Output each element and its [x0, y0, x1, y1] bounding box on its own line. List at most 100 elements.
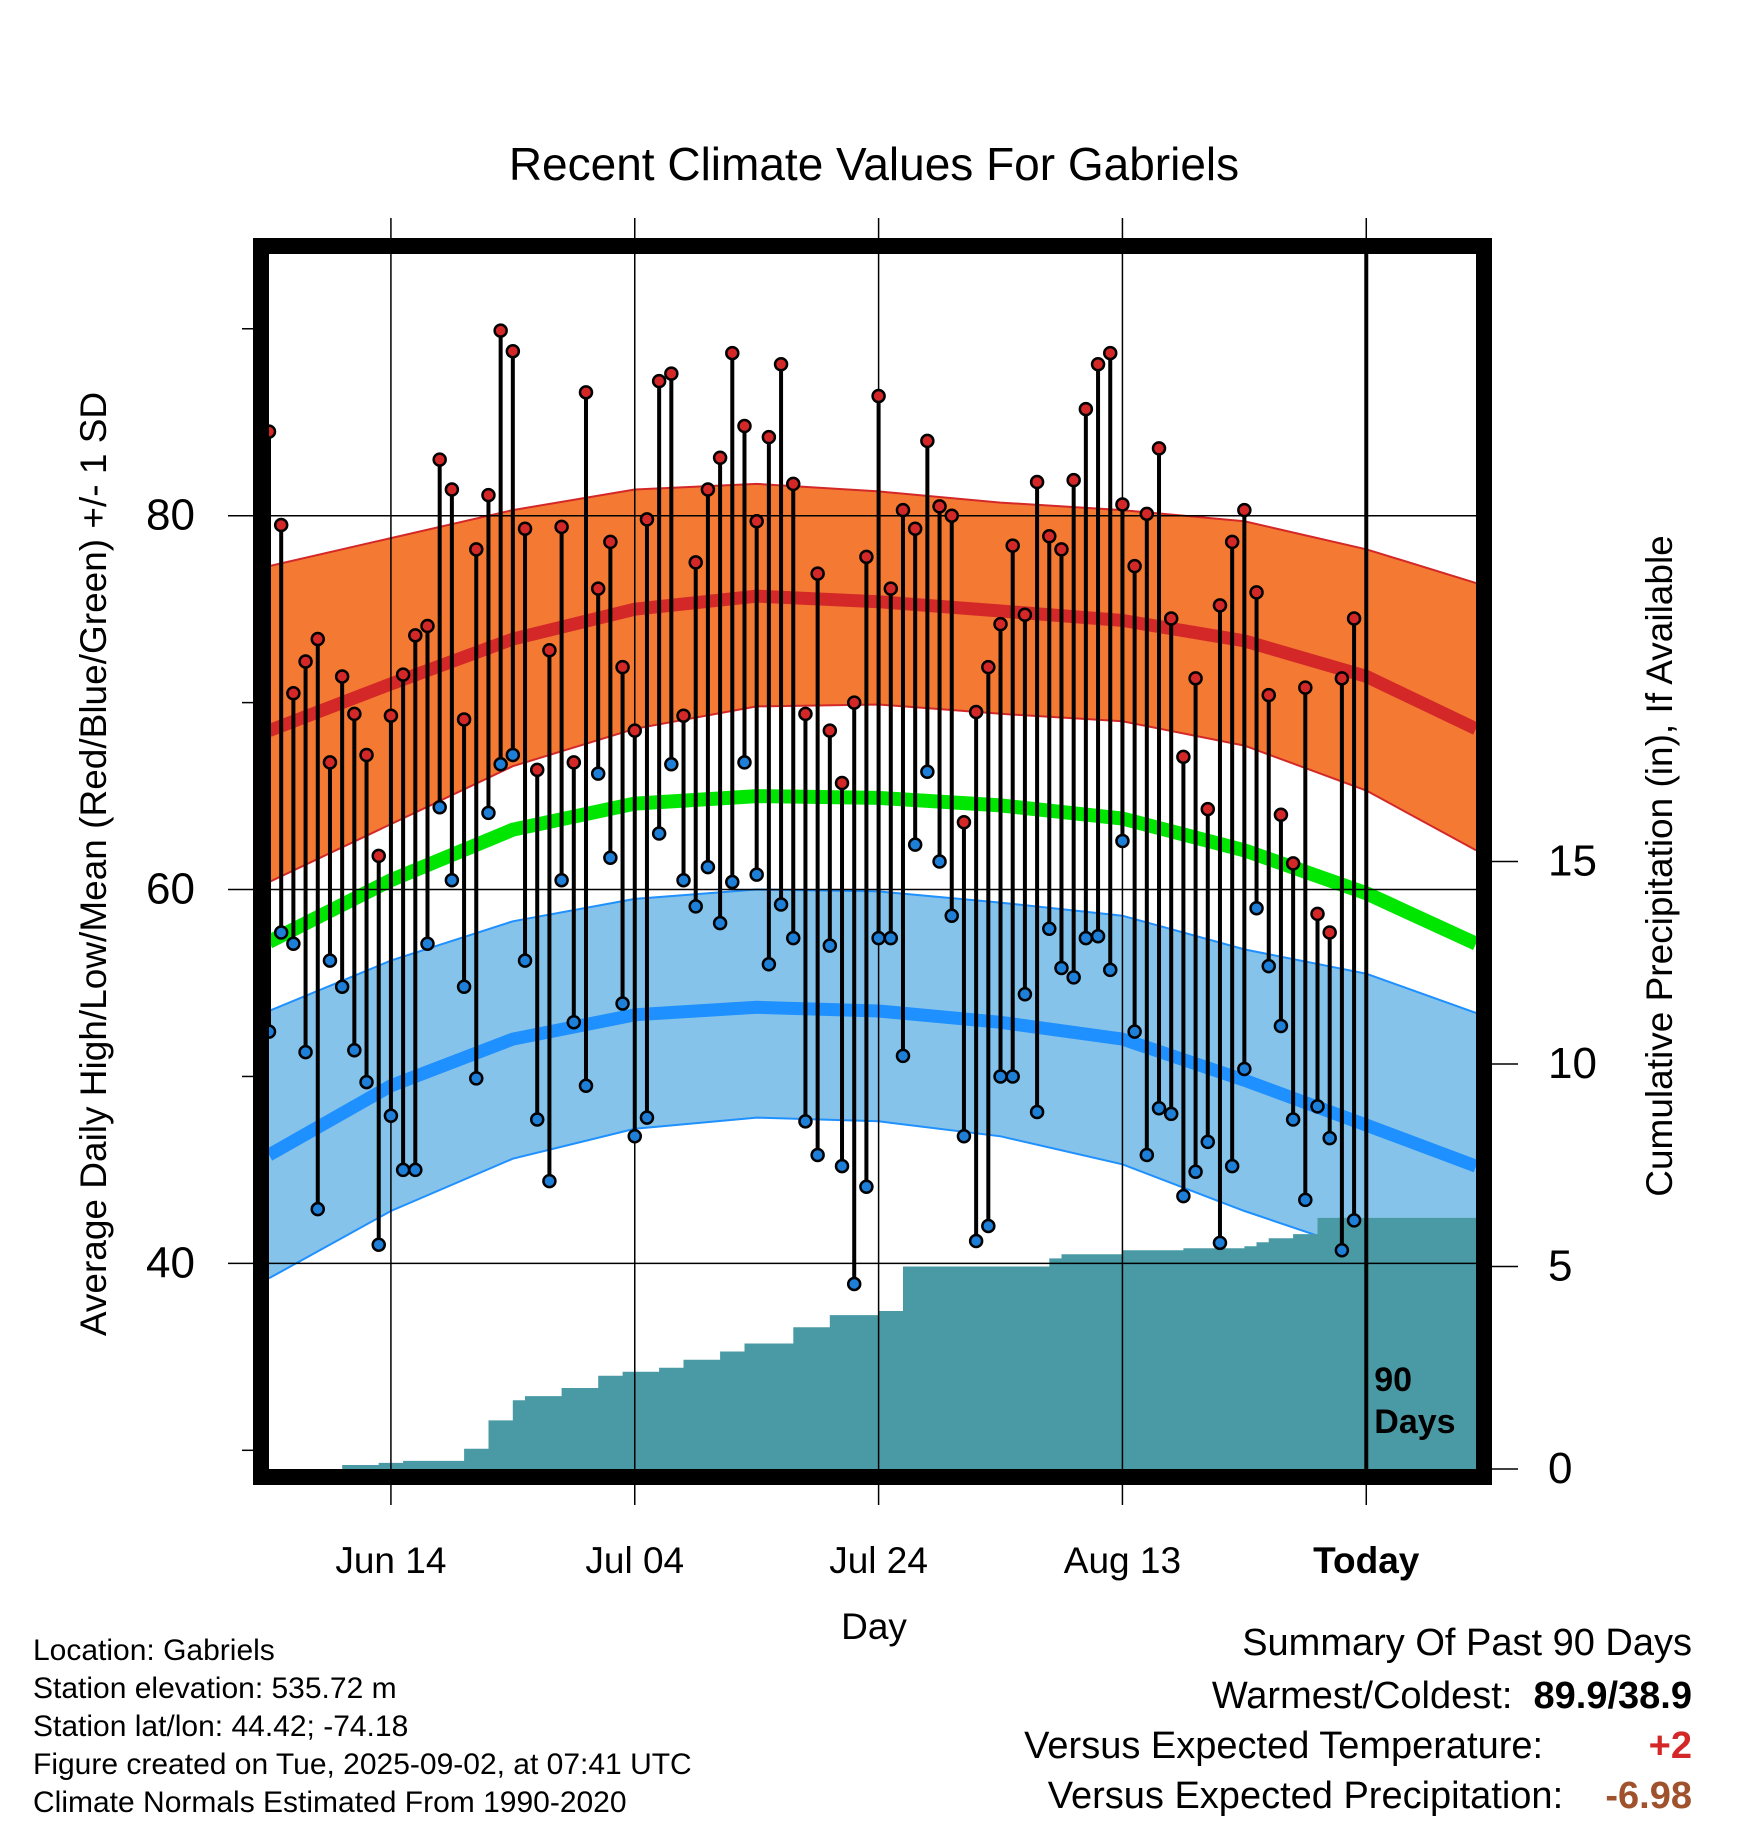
days-annotation-line: 90: [1374, 1361, 1412, 1399]
daily-high-point: [968, 704, 984, 720]
daily-low-point: [932, 854, 947, 869]
daily-high-point: [310, 631, 326, 647]
daily-high-point: [603, 534, 618, 550]
daily-low-point: [1029, 1104, 1045, 1120]
daily-high-point: [1334, 671, 1350, 686]
daily-low-point: [1139, 1147, 1155, 1163]
daily-high-point: [700, 482, 716, 497]
daily-high-point: [1029, 474, 1045, 490]
days-annotation-line: Days: [1374, 1403, 1455, 1441]
station-info: Location: Gabriels Station elevation: 53…: [33, 1632, 692, 1822]
daily-high-point: [1139, 506, 1155, 522]
daily-high-point: [1273, 807, 1289, 823]
daily-high-point: [725, 345, 740, 361]
daily-low-point: [981, 1218, 996, 1234]
daily-low-point: [286, 936, 301, 951]
summary-warm-cold: Warmest/Coldest: 89.9/38.9: [1212, 1675, 1692, 1718]
info-normals: Climate Normals Estimated From 1990-2020: [33, 1786, 627, 1819]
daily-high-point: [1285, 856, 1301, 871]
plot-inner: 90 Days: [269, 254, 1476, 1469]
daily-high-point: [1102, 345, 1118, 361]
daily-low-point: [273, 925, 289, 940]
daily-high-point: [798, 706, 813, 722]
daily-low-point: [1237, 1061, 1252, 1077]
temp-value: +2: [1648, 1725, 1692, 1767]
daily-high-point: [456, 712, 472, 727]
y2-tick-label: 15: [1548, 837, 1597, 886]
daily-low-point: [1298, 1192, 1313, 1208]
daily-low-point: [1176, 1188, 1191, 1204]
daily-low-point: [846, 1276, 862, 1292]
daily-low-point: [639, 1110, 655, 1125]
daily-low-point: [469, 1071, 484, 1086]
daily-low-point: [578, 1078, 594, 1094]
daily-high-point: [542, 643, 557, 658]
daily-low-point: [310, 1201, 326, 1217]
daily-low-point: [615, 996, 630, 1011]
y2-tick-label: 10: [1548, 1039, 1597, 1088]
daily-high-point: [383, 708, 399, 723]
y-axis-label: Average Daily High/Low/Mean (Red/Blue/Gr…: [73, 392, 114, 1336]
daily-low-point: [590, 766, 606, 781]
daily-low-point: [1249, 900, 1264, 916]
precip-label: Versus Expected Precipitation:: [1047, 1775, 1564, 1817]
daily-low-point: [1115, 833, 1130, 849]
daily-high-point: [846, 695, 862, 710]
daily-low-point: [347, 1043, 362, 1058]
daily-high-point: [1298, 680, 1313, 695]
daily-high-point: [1151, 441, 1167, 456]
daily-low-point: [1102, 962, 1118, 978]
daily-low-point: [1285, 1112, 1301, 1127]
info-location: Location: Gabriels: [33, 1634, 275, 1667]
daily-high-point: [578, 385, 594, 400]
daily-high-point: [505, 343, 521, 359]
daily-high-point: [1224, 534, 1240, 550]
daily-low-point: [269, 1024, 277, 1039]
daily-low-point: [603, 850, 618, 866]
daily-high-point: [1115, 497, 1130, 512]
daily-low-point: [359, 1074, 374, 1090]
daily-low-point: [712, 915, 728, 931]
daily-high-point: [529, 762, 545, 778]
daily-high-point: [371, 848, 386, 864]
daily-low-point: [1188, 1164, 1203, 1180]
daily-low-point: [773, 897, 789, 912]
daily-low-point: [676, 872, 691, 888]
daily-high-point: [1176, 749, 1191, 765]
y-tick-label: 80: [146, 491, 195, 540]
daily-low-point: [944, 908, 959, 923]
daily-high-point: [1200, 801, 1216, 817]
daily-low-point: [993, 1069, 1008, 1084]
daily-low-point: [1346, 1213, 1362, 1228]
daily-low-point: [1066, 970, 1081, 985]
days-annotation: 90 Days: [1374, 1361, 1455, 1441]
daily-low-point: [554, 872, 569, 888]
daily-high-point: [932, 499, 947, 514]
y2-tick-label: 5: [1548, 1242, 1572, 1291]
chart-title: Recent Climate Values For Gabriels: [509, 138, 1239, 190]
daily-high-point: [286, 686, 301, 701]
warm-cold-label: Warmest/Coldest:: [1211, 1675, 1513, 1717]
daily-high-point: [761, 429, 777, 445]
daily-low-point: [383, 1108, 399, 1123]
high-sd-band: [269, 483, 1476, 883]
daily-low-point: [688, 899, 703, 914]
daily-high-point: [347, 706, 362, 722]
daily-low-point: [920, 764, 935, 780]
daily-low-point: [737, 755, 752, 770]
daily-low-point: [566, 1015, 582, 1030]
daily-high-point: [737, 418, 752, 434]
daily-high-point: [1249, 585, 1264, 600]
daily-low-point: [627, 1129, 643, 1144]
daily-high-point: [1066, 472, 1081, 488]
daily-high-point: [517, 521, 533, 537]
info-latlon: Station lat/lon: 44.42; -74.18: [33, 1710, 409, 1743]
daily-low-point: [786, 930, 801, 946]
summary-temp: Versus Expected Temperature: +2: [1024, 1725, 1692, 1768]
daily-high-point: [688, 555, 703, 570]
daily-low-point: [798, 1114, 813, 1129]
daily-low-point: [664, 757, 679, 772]
daily-low-point: [1334, 1243, 1350, 1258]
daily-low-point: [395, 1162, 411, 1178]
